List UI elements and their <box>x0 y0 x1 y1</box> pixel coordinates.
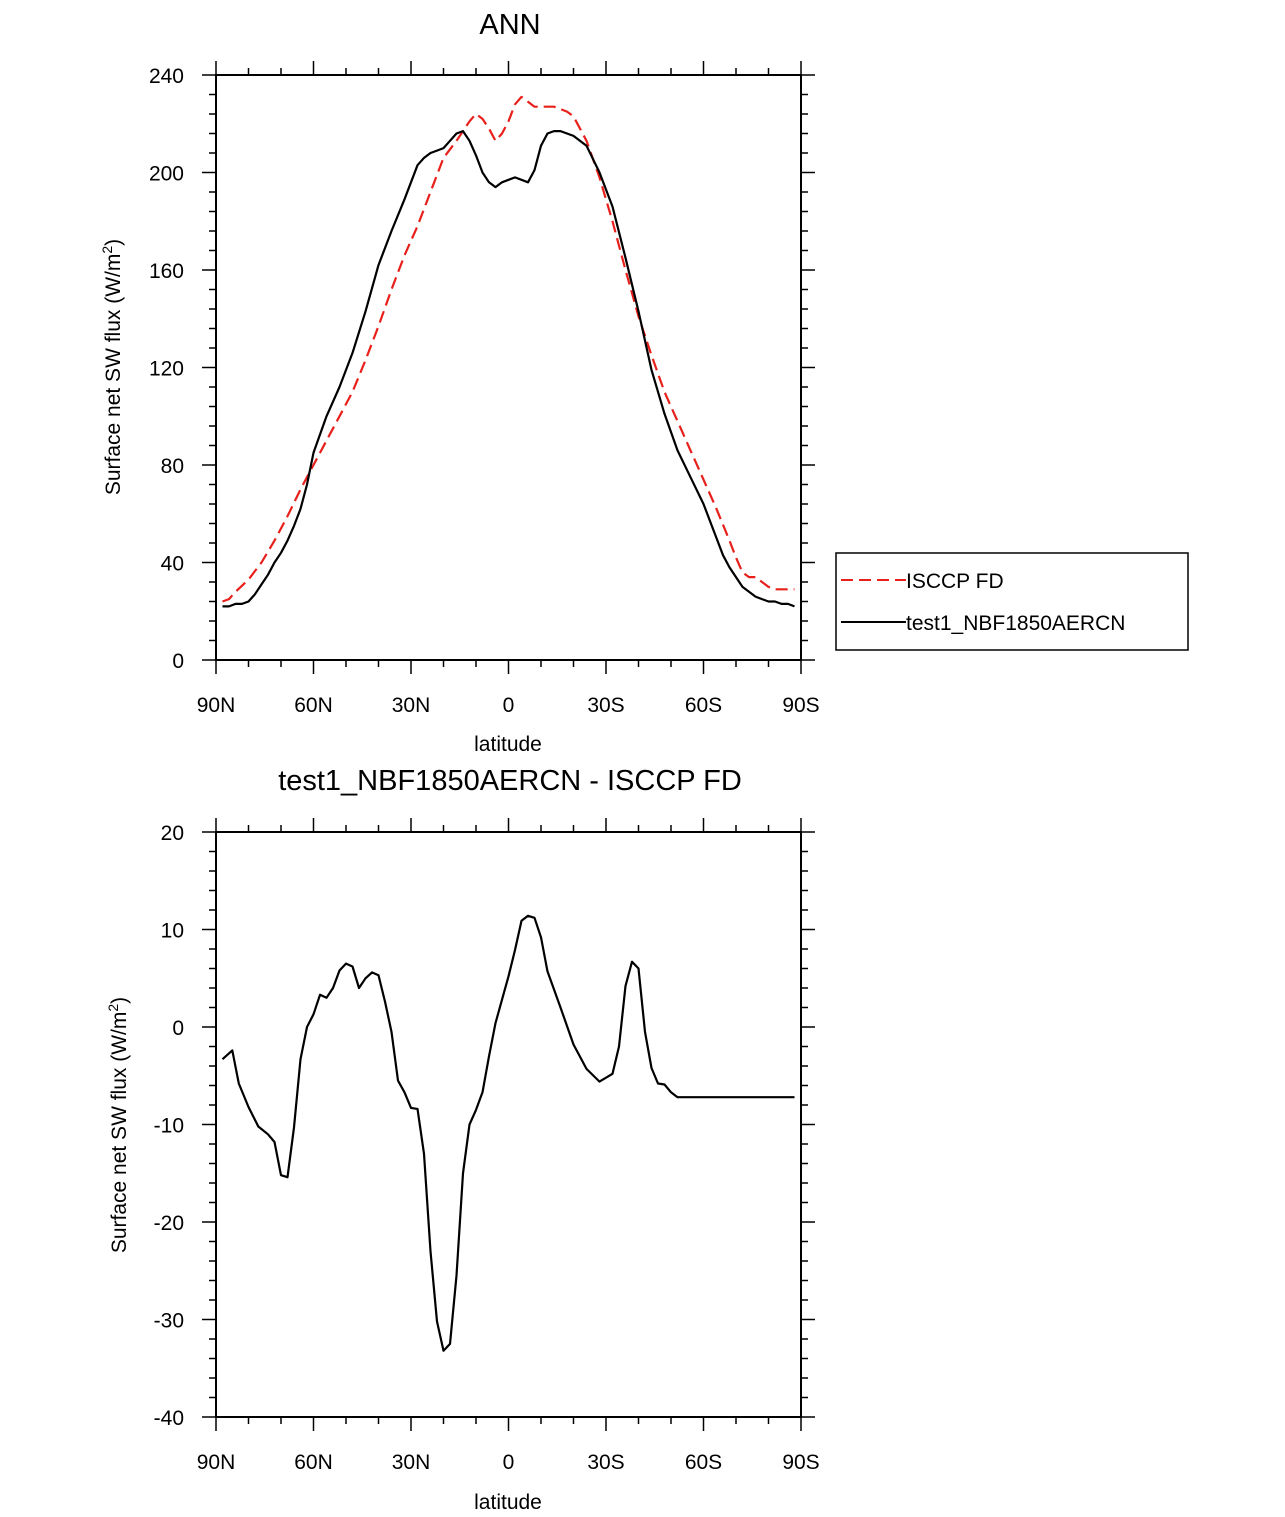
bottom-chart-y-tick-label: -10 <box>154 1115 184 1138</box>
top-chart-x-tick-label: 60S <box>685 694 722 717</box>
top-chart-ylabel: Surface net SW flux (W/m2) <box>99 239 125 495</box>
bottom-chart-y-tick-label: -40 <box>154 1407 184 1430</box>
bottom-chart-ylabel-close: ) <box>108 997 131 1004</box>
bottom-chart-ylabel-sup: 2 <box>105 1004 121 1012</box>
top-chart-x-tick-label: 90N <box>197 694 236 717</box>
bottom-chart-x-tick-label: 60N <box>294 1451 333 1474</box>
top-chart: ANN 90N 60N 30N 0 30S 60S 90S 0 40 80 120 160 200 240… <box>99 9 1189 756</box>
bottom-chart-x-tick-label: 60S <box>685 1451 722 1474</box>
top-chart-series-line-2 <box>222 130 795 608</box>
legend-label-isccp: ISCCP FD <box>906 570 1004 593</box>
bottom-chart-x-tick-label: 0 <box>503 1451 515 1474</box>
top-chart-y-tick-label: 120 <box>149 358 184 381</box>
top-chart-y-tick-label: 160 <box>149 260 184 283</box>
bottom-chart-ylabel: Surface net SW flux (W/m2) <box>105 997 131 1253</box>
bottom-chart-series-line-1 <box>221 914 795 1352</box>
top-chart-y-tick-label: 200 <box>149 163 184 186</box>
top-chart-y-tick-label: 80 <box>161 455 184 478</box>
top-chart-xlabel: latitude <box>474 733 542 756</box>
bottom-chart-xlabel: latitude <box>474 1491 542 1514</box>
top-chart-ylabel-sup: 2 <box>99 246 115 254</box>
bottom-chart-x-tick-label: 90S <box>782 1451 819 1474</box>
top-chart-axes: 90N 60N 30N 0 30S 60S 90S 0 40 80 120 160 200 240 <box>149 61 820 717</box>
top-chart-ylabel-close: ) <box>102 239 125 246</box>
bottom-chart-y-tick-label: -20 <box>154 1212 184 1235</box>
top-chart-x-tick-label: 0 <box>503 694 515 717</box>
top-chart-series <box>222 95 795 608</box>
bottom-chart-x-tick-label: 30S <box>587 1451 624 1474</box>
bottom-chart-frame <box>215 831 802 1418</box>
bottom-chart-x-tick-label: 30N <box>392 1451 431 1474</box>
bottom-chart-ylabel-main: Surface net SW flux (W/m <box>108 1012 131 1254</box>
top-chart-x-tick-label: 30S <box>587 694 624 717</box>
top-chart-ylabel-main: Surface net SW flux (W/m <box>102 254 125 496</box>
bottom-chart-y-tick-label: 10 <box>161 920 184 943</box>
bottom-chart-y-tick-label: 0 <box>172 1017 184 1040</box>
bottom-chart-y-tick-label: -30 <box>154 1310 184 1333</box>
bottom-chart-axes: 90N 60N 30N 0 30S 60S 90S -40 -30 -20 -10 0 10 20 <box>154 818 820 1474</box>
top-chart-x-tick-label: 30N <box>392 694 431 717</box>
top-chart-x-tick-label: 90S <box>782 694 819 717</box>
legend-label-test1: test1_NBF1850AERCN <box>906 612 1125 635</box>
top-chart-series-line-1 <box>222 95 795 603</box>
bottom-chart-y-tick-label: 20 <box>161 822 184 845</box>
bottom-chart-series <box>221 914 795 1352</box>
top-chart-y-tick-label: 240 <box>149 65 184 88</box>
bottom-chart-x-tick-label: 90N <box>197 1451 236 1474</box>
bottom-chart: test1_NBF1850AERCN - ISCCP FD 90N 60N 30N 0… <box>105 765 820 1514</box>
top-chart-y-tick-label: 0 <box>172 650 184 673</box>
top-chart-y-tick-label: 40 <box>161 553 184 576</box>
top-chart-legend: ISCCP FD test1_NBF1850AERCN <box>835 552 1189 651</box>
top-chart-x-tick-label: 60N <box>294 694 333 717</box>
bottom-chart-title: test1_NBF1850AERCN - ISCCP FD <box>278 765 742 797</box>
top-chart-title: ANN <box>479 9 540 41</box>
legend-box <box>835 552 1189 651</box>
top-chart-frame <box>215 74 802 661</box>
